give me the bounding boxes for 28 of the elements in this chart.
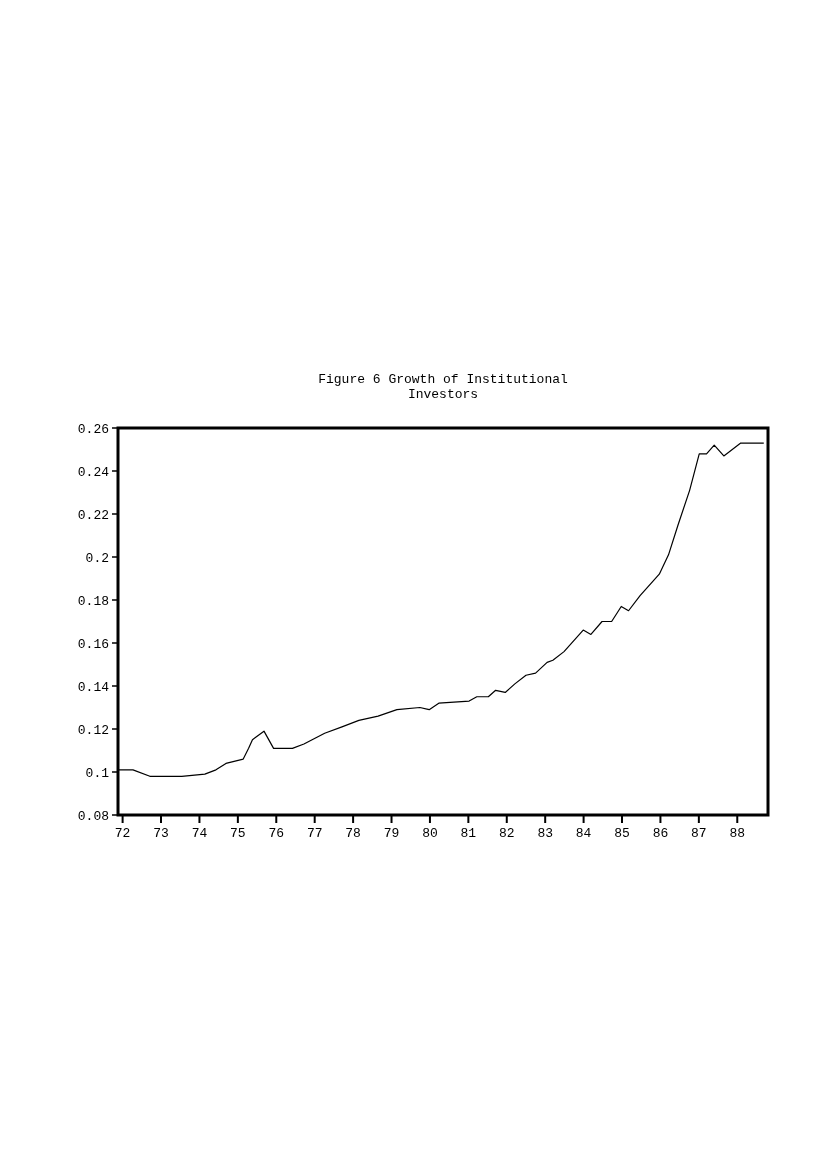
x-tick-label: 79 [383, 826, 400, 841]
y-tick-label: 0.22 [77, 507, 109, 523]
x-tick-label: 85 [614, 826, 630, 841]
y-tick-label: 0.14 [77, 679, 110, 695]
x-tick-label: 72 [114, 826, 131, 841]
x-tick-label: 84 [575, 826, 592, 841]
y-tick-label: 0.26 [77, 421, 109, 437]
y-tick-label: 0.12 [77, 722, 109, 738]
x-tick-label: 83 [537, 826, 553, 841]
x-tick-label: 76 [268, 826, 285, 841]
x-tick-label: 81 [460, 826, 477, 841]
y-tick-label: 0.2 [85, 550, 109, 566]
y-tick-label: 0.24 [77, 464, 110, 480]
x-tick-label: 73 [153, 826, 169, 841]
x-tick-label: 86 [652, 826, 669, 841]
y-tick-label: 0.1 [85, 765, 110, 781]
x-tick-label: 80 [422, 826, 438, 841]
x-tick-label: 77 [306, 826, 323, 841]
x-tick-label: 74 [191, 826, 208, 841]
y-tick-label: 0.16 [77, 636, 109, 652]
x-tick-label: 82 [498, 826, 515, 841]
x-tick-label: 87 [691, 826, 707, 841]
x-tick-label: 88 [729, 826, 746, 841]
y-tick-label: 0.08 [77, 808, 109, 824]
x-tick-label: 75 [230, 826, 246, 841]
y-tick-label: 0.18 [77, 593, 109, 609]
x-tick-label: 78 [345, 826, 361, 841]
chart-title: Figure 6 Growth of Institutional Investors [318, 372, 569, 402]
